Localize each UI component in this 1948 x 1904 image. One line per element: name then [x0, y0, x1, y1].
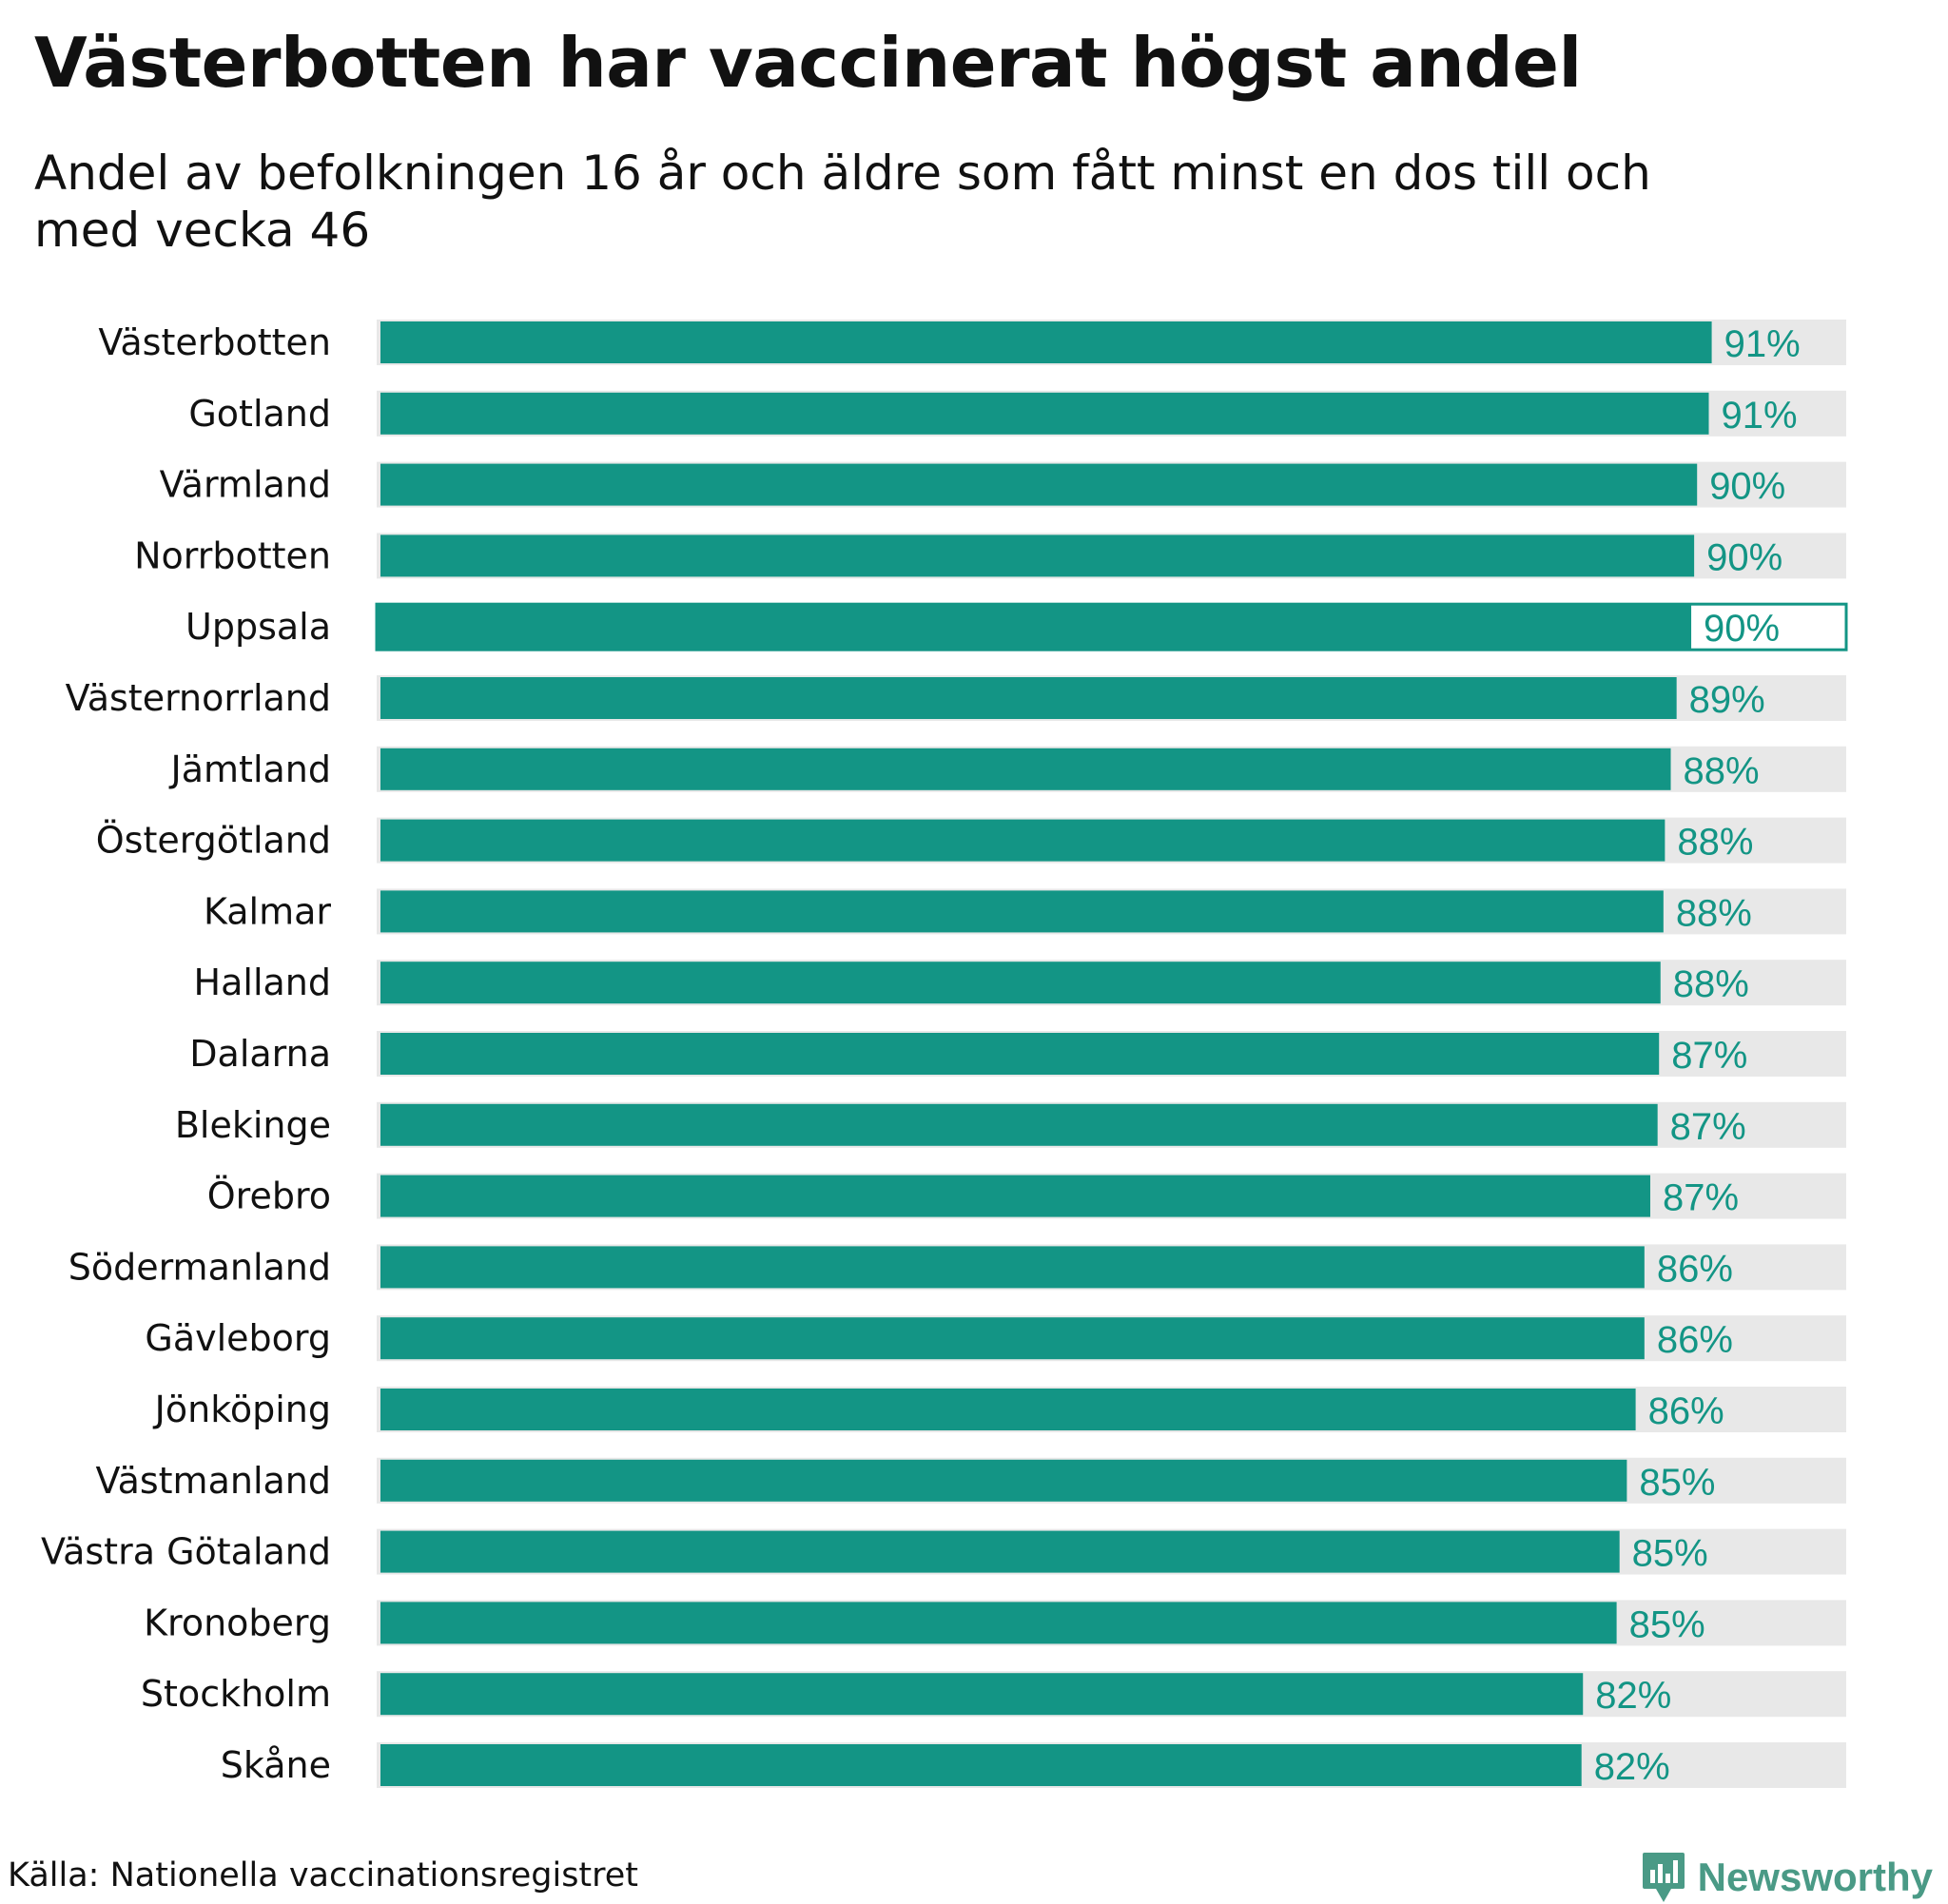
brand[interactable]: Newsworthy: [1641, 1851, 1933, 1904]
category-label: Uppsala: [185, 606, 331, 648]
value-label: 88%: [1684, 750, 1760, 792]
category-label: Örebro: [207, 1175, 331, 1217]
bar-row: Dalarna 87%: [189, 1031, 1846, 1077]
bar: [380, 1744, 1582, 1786]
category-label: Västra Götaland: [41, 1531, 331, 1573]
value-label: 90%: [1704, 608, 1780, 650]
value-label: 91%: [1722, 395, 1798, 437]
bar: [377, 604, 1691, 650]
value-label: 90%: [1706, 536, 1782, 578]
bar: [380, 677, 1677, 719]
category-label: Halland: [194, 962, 331, 1003]
bar: [380, 1246, 1645, 1288]
bar: [380, 534, 1694, 576]
category-label: Jönköping: [153, 1389, 331, 1430]
category-label: Södermanland: [68, 1246, 331, 1288]
bar-row: Västerbotten 91%: [98, 320, 1846, 365]
bar: [380, 1317, 1645, 1359]
bar-row: Norrbotten 90%: [134, 533, 1846, 578]
category-label: Värmland: [160, 464, 331, 506]
bar-row: Kalmar 88%: [204, 888, 1846, 934]
value-label: 87%: [1671, 1035, 1747, 1077]
bar-chart: Västerbotten 91%Gotland 91%Värmland 90%Norr…: [0, 0, 1948, 1836]
bar-row: Kronoberg 85%: [144, 1600, 1846, 1645]
value-label: 88%: [1673, 963, 1749, 1005]
bar-row: Västmanland 85%: [96, 1458, 1846, 1504]
bar-row: Västernorrland 89%: [66, 675, 1846, 721]
bar: [380, 962, 1661, 1003]
bar: [380, 820, 1665, 862]
category-label: Norrbotten: [134, 534, 331, 576]
bar-row: Uppsala 90%: [185, 604, 1846, 650]
bar: [380, 748, 1671, 790]
brand-name: Newsworthy: [1698, 1855, 1933, 1900]
category-label: Skåne: [221, 1744, 331, 1786]
value-label: 82%: [1594, 1746, 1670, 1788]
bar-row: Jönköping 86%: [153, 1387, 1846, 1432]
category-label: Östergötland: [96, 820, 331, 862]
value-label: 91%: [1724, 323, 1801, 365]
value-label: 82%: [1595, 1675, 1671, 1717]
value-label: 88%: [1677, 822, 1753, 864]
bar: [380, 1175, 1650, 1217]
bar-row: Halland 88%: [194, 960, 1846, 1005]
bar-row: Värmland 90%: [160, 462, 1846, 508]
value-label: 85%: [1632, 1533, 1708, 1575]
category-label: Gävleborg: [145, 1317, 331, 1359]
bar: [380, 321, 1712, 363]
bar-row: Blekinge 87%: [175, 1102, 1846, 1148]
category-label: Dalarna: [189, 1033, 331, 1075]
value-label: 87%: [1663, 1177, 1739, 1219]
bar-row: Jämtland 88%: [169, 747, 1846, 792]
category-label: Stockholm: [141, 1673, 331, 1715]
category-label: Jämtland: [169, 748, 331, 790]
bar-row: Gotland 91%: [188, 391, 1846, 437]
value-label: 88%: [1676, 892, 1752, 934]
bar: [380, 1673, 1583, 1715]
value-label: 86%: [1657, 1248, 1733, 1290]
category-label: Västernorrland: [66, 677, 331, 719]
bar: [380, 464, 1697, 506]
bar: [380, 1389, 1636, 1430]
bar: [380, 890, 1664, 932]
bar: [380, 393, 1709, 435]
value-label: 85%: [1629, 1603, 1705, 1645]
category-label: Västmanland: [96, 1460, 331, 1502]
bar-row: Västra Götaland 85%: [41, 1529, 1846, 1575]
bar-row: Stockholm 82%: [141, 1671, 1846, 1717]
bar: [380, 1602, 1617, 1643]
bar: [380, 1033, 1659, 1075]
newsworthy-logo-icon: [1641, 1851, 1686, 1904]
category-label: Västerbotten: [98, 321, 331, 363]
bar-row: Gävleborg 86%: [145, 1315, 1846, 1361]
category-label: Kalmar: [204, 890, 331, 932]
value-label: 87%: [1670, 1106, 1746, 1148]
bar: [380, 1104, 1658, 1146]
value-label: 86%: [1657, 1319, 1733, 1361]
bar-row: Skåne 82%: [221, 1742, 1846, 1788]
bar-row: Östergötland 88%: [96, 818, 1846, 864]
bar: [380, 1531, 1620, 1573]
bar-row: Örebro 87%: [207, 1174, 1846, 1219]
category-label: Blekinge: [175, 1104, 331, 1146]
value-label: 85%: [1639, 1462, 1715, 1504]
source-note: Källa: Nationella vaccinationsregistret: [8, 1855, 638, 1896]
value-label: 86%: [1648, 1390, 1724, 1432]
bar-row: Södermanland 86%: [68, 1244, 1846, 1290]
value-label: 89%: [1689, 679, 1765, 721]
category-label: Kronoberg: [144, 1602, 331, 1643]
value-label: 90%: [1709, 466, 1785, 508]
category-label: Gotland: [188, 393, 331, 435]
bar: [380, 1460, 1627, 1502]
